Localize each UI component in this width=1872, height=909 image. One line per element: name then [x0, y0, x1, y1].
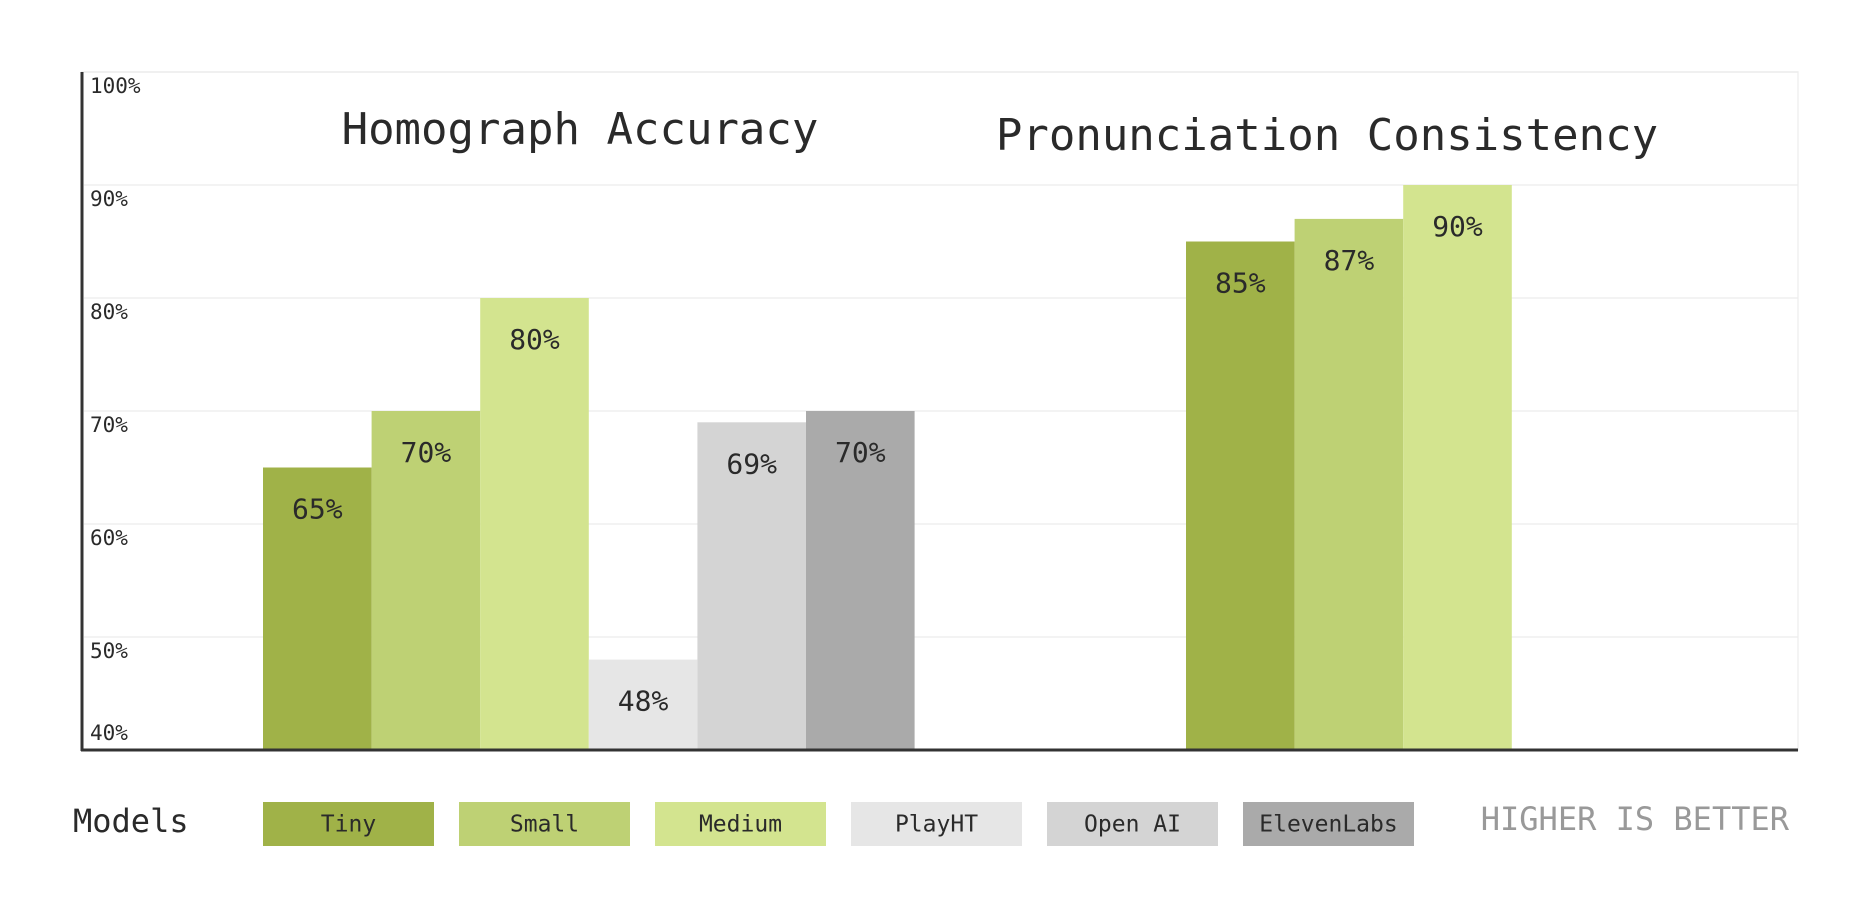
legend-swatch: [263, 802, 434, 846]
group-title: Pronunciation Consistency: [996, 110, 1658, 161]
y-tick-label: 100%: [90, 74, 141, 98]
legend-swatch: [1243, 802, 1414, 846]
value-label: 70%: [401, 436, 452, 469]
legend-label: PlayHT: [895, 812, 978, 838]
value-label: 85%: [1215, 267, 1266, 300]
value-label: 80%: [509, 323, 560, 356]
bar: [697, 422, 806, 750]
legend-label: Tiny: [321, 812, 376, 838]
value-label: 69%: [726, 447, 777, 480]
y-tick-label: 90%: [90, 187, 128, 211]
legend-title: Models: [73, 802, 189, 840]
value-label: 48%: [618, 685, 669, 718]
y-tick-label: 70%: [90, 413, 128, 437]
value-label: 90%: [1432, 210, 1483, 243]
legend-label: Medium: [699, 812, 782, 838]
annotation: HIGHER IS BETTER: [1481, 800, 1790, 838]
value-label: 65%: [292, 493, 343, 526]
bar: [480, 298, 589, 750]
bar: [371, 411, 481, 750]
legend-label: Small: [510, 812, 579, 838]
bar: [806, 411, 915, 750]
y-tick-label: 80%: [90, 300, 128, 324]
bar: [1186, 241, 1295, 750]
value-label: 87%: [1324, 244, 1375, 277]
bar: [588, 659, 698, 750]
value-label: 70%: [835, 436, 886, 469]
group-title: Homograph Accuracy: [342, 104, 819, 155]
legend-swatch: [851, 802, 1022, 846]
legend-swatch: [1047, 802, 1218, 846]
bar: [1403, 185, 1512, 750]
legend-label: ElevenLabs: [1259, 812, 1397, 838]
bar: [263, 467, 372, 750]
legend-swatch: [655, 802, 826, 846]
legend-swatch: [459, 802, 630, 846]
y-tick-label: 60%: [90, 526, 128, 550]
y-tick-label: 50%: [90, 639, 128, 663]
legend-label: Open AI: [1084, 812, 1181, 838]
bar: [1294, 218, 1404, 750]
y-tick-label: 40%: [90, 721, 128, 745]
